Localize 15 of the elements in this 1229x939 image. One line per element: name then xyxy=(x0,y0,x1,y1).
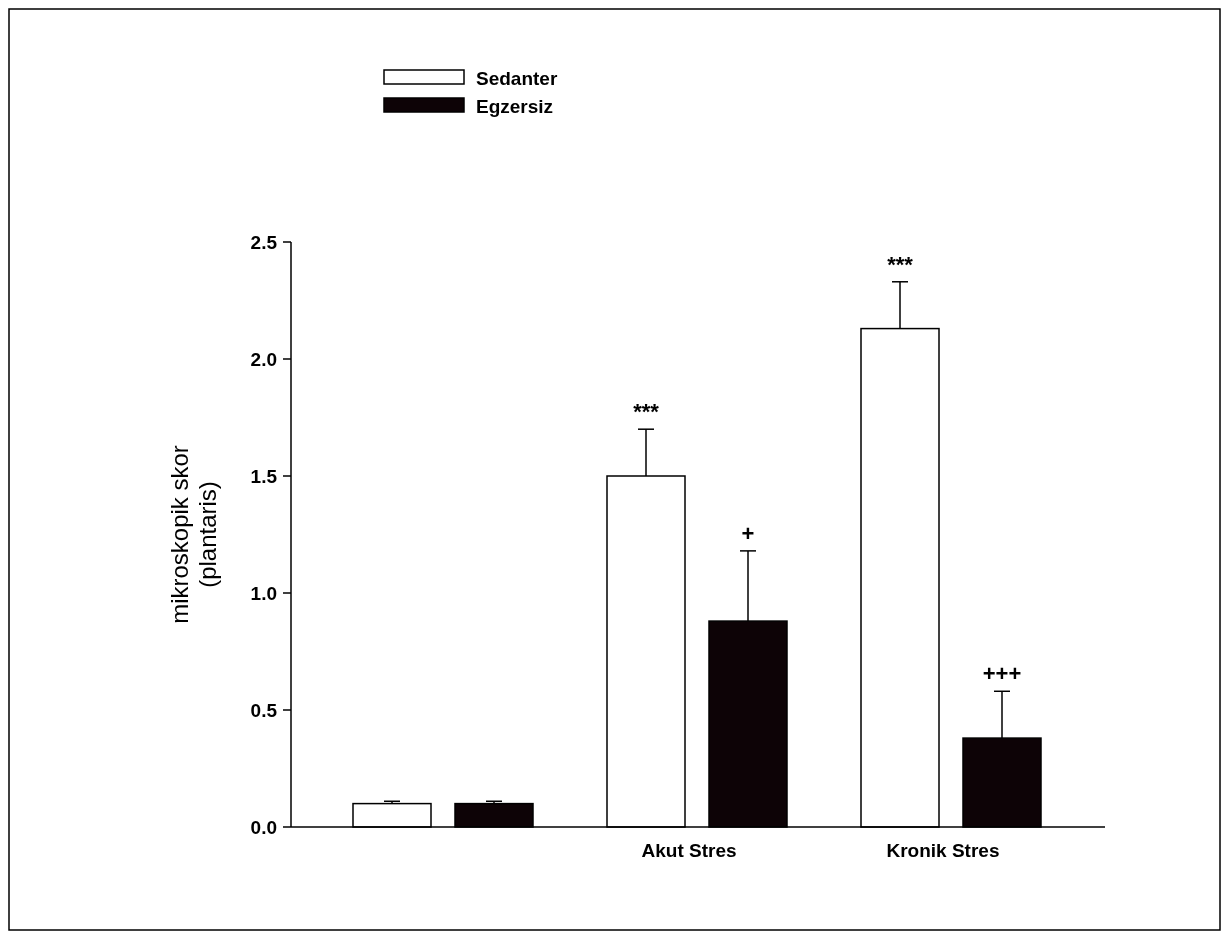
y-tick-label: 2.0 xyxy=(250,348,277,370)
x-tick-label: Akut Stres xyxy=(641,840,737,861)
y-tick-label: 0.0 xyxy=(250,816,277,838)
annotation: *** xyxy=(633,399,660,425)
legend-label: Egzersiz xyxy=(476,95,554,117)
annotation: *** xyxy=(887,251,914,277)
y-tick-label: 0.5 xyxy=(250,699,278,721)
annotation: +++ xyxy=(982,661,1022,687)
y-axis-title: mikroskopik skor (plantaris) xyxy=(166,445,221,624)
annotation: + xyxy=(741,520,755,546)
y-tick-label: 1.5 xyxy=(250,465,278,487)
y-tick-label: 2.5 xyxy=(250,231,278,253)
y-tick-label: 1.0 xyxy=(250,582,277,604)
legend-label: Sedanter xyxy=(476,67,558,89)
x-tick-label: Kronik Stres xyxy=(886,840,1000,861)
